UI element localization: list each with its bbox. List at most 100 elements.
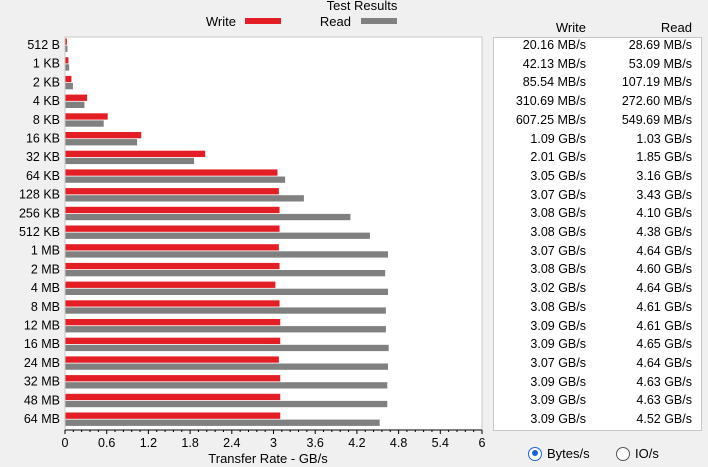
write-result-value: 3.09 GB/s [530, 374, 586, 389]
read-bar [65, 419, 380, 426]
write-result-value: 607.25 MB/s [515, 112, 586, 127]
category-label: 256 KB [19, 206, 60, 220]
write-bar [65, 244, 279, 251]
x-tick-label: 4.2 [348, 436, 365, 450]
read-result-value: 4.63 GB/s [636, 393, 692, 408]
write-bar [65, 188, 279, 195]
read-result-value: 4.64 GB/s [636, 243, 692, 258]
read-bar [65, 326, 386, 333]
read-result-value: 4.65 GB/s [636, 337, 692, 352]
read-bar [65, 344, 389, 352]
read-result-value: 4.60 GB/s [636, 262, 692, 277]
category-label: 128 KB [19, 188, 60, 202]
read-bar [65, 232, 370, 239]
read-result-value: 272.60 MB/s [621, 94, 692, 109]
category-label: 32 MB [24, 375, 60, 389]
category-label: 512 KB [19, 225, 60, 239]
category-label: 1 KB [33, 57, 60, 71]
read-result-value: 4.64 GB/s [636, 355, 692, 370]
write-bar [65, 57, 69, 64]
x-tick-label: 0 [62, 436, 69, 450]
category-label: 2 KB [33, 75, 60, 89]
write-result-value: 3.07 GB/s [530, 243, 586, 258]
category-label: 16 MB [24, 337, 60, 351]
read-bar [65, 101, 85, 108]
write-bar [65, 38, 67, 45]
write-bar [65, 206, 280, 214]
read-bar [65, 400, 388, 408]
radio-bytes-per-second[interactable]: Bytes/s [528, 446, 590, 461]
x-tick-label: 3 [270, 436, 277, 450]
category-label: 32 KB [26, 150, 60, 164]
category-label: 8 KB [33, 113, 60, 127]
read-bar [65, 120, 104, 127]
read-bar [65, 363, 388, 370]
read-result-value: 4.52 GB/s [636, 412, 692, 426]
read-result-value: 53.09 MB/s [628, 56, 692, 71]
x-tick-label: 0.6 [98, 436, 115, 450]
x-tick-label: 3.6 [307, 436, 324, 450]
write-bar [65, 150, 206, 157]
category-label: 4 MB [31, 281, 60, 295]
write-bar [65, 356, 279, 363]
write-result-value: 3.08 GB/s [530, 225, 586, 239]
write-bar [65, 94, 88, 101]
write-bar [65, 300, 280, 307]
read-result-value: 4.10 GB/s [636, 206, 692, 221]
write-bar [65, 75, 72, 83]
category-label: 64 MB [24, 412, 60, 426]
read-bar [65, 139, 138, 146]
x-tick-label: 6 [479, 436, 486, 450]
write-result-value: 20.16 MB/s [522, 38, 586, 52]
write-result-value: 3.09 GB/s [530, 393, 586, 408]
legend-swatch [361, 18, 397, 24]
write-bar [65, 337, 281, 344]
results-panel [493, 37, 702, 431]
legend-swatch [245, 18, 281, 24]
read-result-value: 4.61 GB/s [636, 299, 692, 314]
radio-io-per-second[interactable]: IO/s [616, 446, 659, 461]
read-bar [65, 251, 388, 258]
radio-selected-icon [528, 446, 542, 461]
write-bar [65, 412, 281, 419]
read-result-value: 3.16 GB/s [636, 168, 692, 183]
read-bar [65, 195, 304, 202]
read-result-value: 3.43 GB/s [636, 187, 692, 202]
read-bar [65, 307, 386, 314]
read-bar [65, 270, 386, 277]
write-result-value: 310.69 MB/s [515, 94, 586, 109]
read-result-value: 549.69 MB/s [621, 112, 692, 127]
results-write-header: Write [555, 20, 586, 35]
write-bar [65, 319, 281, 326]
legend-label: Read [320, 14, 351, 29]
category-label: 1 MB [31, 244, 60, 258]
category-label: 64 KB [26, 169, 60, 183]
read-result-value: 4.64 GB/s [636, 281, 692, 296]
category-label: 512 B [27, 38, 60, 52]
x-tick-label: 5.4 [432, 436, 449, 450]
write-result-value: 2.01 GB/s [530, 150, 586, 165]
write-bar [65, 169, 278, 176]
read-result-value: 4.38 GB/s [636, 225, 692, 239]
write-result-value: 3.09 GB/s [530, 318, 586, 333]
read-bar [65, 64, 70, 71]
category-label: 2 MB [31, 262, 60, 276]
write-bar [65, 393, 281, 401]
read-result-value: 28.69 MB/s [628, 38, 692, 52]
write-result-value: 3.07 GB/s [530, 355, 586, 370]
category-label: 12 MB [24, 319, 60, 333]
read-result-value: 4.63 GB/s [636, 374, 692, 389]
radio-bytes-label: Bytes/s [547, 446, 590, 461]
write-bar [65, 375, 281, 382]
radio-io-label: IO/s [635, 446, 659, 461]
write-bar [65, 225, 280, 232]
read-bar [65, 382, 388, 389]
read-result-value: 4.61 GB/s [636, 318, 692, 333]
read-result-value: 1.03 GB/s [636, 131, 692, 146]
write-result-value: 85.54 MB/s [522, 75, 586, 90]
category-label: 16 KB [26, 132, 60, 146]
read-bar [65, 213, 351, 221]
write-result-value: 3.09 GB/s [530, 337, 586, 352]
chart-title: Test Results [327, 0, 398, 13]
x-tick-label: 1.8 [181, 436, 198, 450]
